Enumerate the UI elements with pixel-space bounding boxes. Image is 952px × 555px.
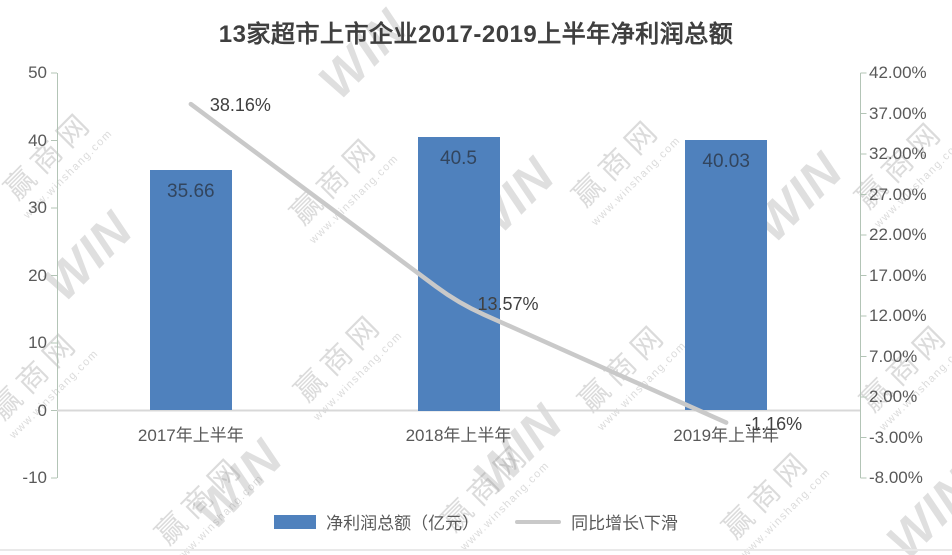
line-point-label: 13.57% <box>477 294 539 315</box>
left-axis-tick-label: 10 <box>28 333 47 352</box>
right-axis-tick-label: 42.00% <box>869 63 927 82</box>
left-axis-tick-label: -10 <box>22 468 47 487</box>
legend-bar-label: 净利润总额（亿元） <box>326 514 480 533</box>
right-axis-tick-label: 27.00% <box>869 184 927 204</box>
left-axis-tick-label: 30 <box>28 198 47 217</box>
bar-value-label: 40.03 <box>702 151 750 173</box>
right-axis-tick-label: 32.00% <box>869 144 927 163</box>
legend-bar-swatch <box>274 514 317 529</box>
bar-value-label: 35.66 <box>167 180 215 202</box>
bar <box>685 140 768 411</box>
bottom-divider <box>0 549 952 551</box>
right-axis-tick-label: -3.00% <box>869 427 923 447</box>
chart-title: 13家超市上市企业2017-2019上半年净利润总额 <box>218 21 734 48</box>
bar <box>149 169 232 411</box>
right-axis-tick-label: 7.00% <box>869 346 918 366</box>
growth-line <box>188 101 729 425</box>
left-axis-ticks <box>51 72 57 479</box>
x-axis-label: 2017年上半年 <box>137 426 244 445</box>
x-axis-label: 2018年上半年 <box>405 426 512 445</box>
x-axis-label: 2019年上半年 <box>673 426 780 445</box>
left-axis-tick-label: 50 <box>28 63 47 82</box>
left-axis-tick-label: 20 <box>28 265 47 285</box>
right-axis-ticks <box>860 72 867 479</box>
bar-value-label: 40.5 <box>440 148 477 170</box>
right-axis-tick-label: 37.00% <box>869 103 927 123</box>
line-point-label: 38.16% <box>209 95 271 116</box>
left-axis-tick-label: 40 <box>28 130 47 150</box>
bar <box>417 137 500 411</box>
left-axis-tick-label: 0 <box>37 400 47 420</box>
legend-line-label: 同比增长\下滑 <box>571 514 678 533</box>
legend-line-swatch <box>515 519 562 524</box>
right-axis-tick-label: -8.00% <box>869 468 923 487</box>
right-axis-tick-label: 17.00% <box>869 265 927 285</box>
right-axis-tick-label: 12.00% <box>869 306 927 325</box>
legend: 净利润总额（亿元） 同比增长\下滑 <box>0 509 952 534</box>
line-point-label: -1.16% <box>745 413 803 434</box>
right-axis-tick-label: 2.00% <box>869 387 918 406</box>
right-axis-tick-label: 22.00% <box>869 225 927 244</box>
